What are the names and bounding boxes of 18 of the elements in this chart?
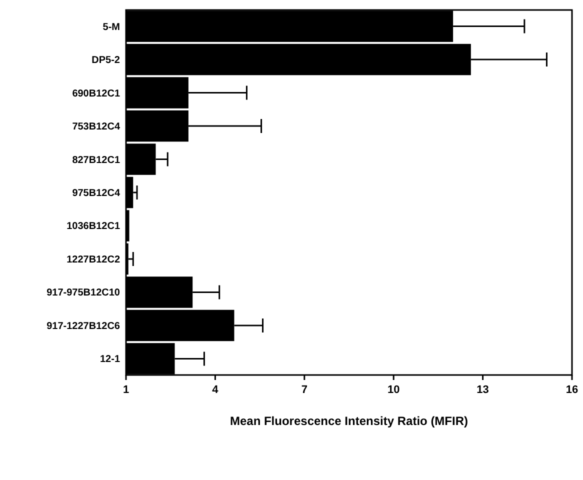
x-tick-label: 13 xyxy=(476,384,489,396)
x-axis-title: Mean Fluorescence Intensity Ratio (MFIR) xyxy=(230,414,468,428)
y-tick-label: 917-975B12C10 xyxy=(46,288,120,299)
y-tick-label: 12-1 xyxy=(100,354,120,366)
x-tick-label: 4 xyxy=(212,384,220,396)
y-tick-label: 975B12C4 xyxy=(72,188,120,199)
x-tick-label: 10 xyxy=(387,384,400,396)
y-tick-label: 753B12C4 xyxy=(72,122,120,133)
x-tick-label: 1 xyxy=(122,384,130,396)
y-tick-label: 1036B12C1 xyxy=(66,221,120,232)
y-tick-label: 917-1227B12C6 xyxy=(46,320,120,332)
y-tick-label: DP5-2 xyxy=(92,55,120,66)
y-tick-label: 827B12C1 xyxy=(72,154,120,166)
y-tick-label: 690B12C1 xyxy=(72,88,120,100)
y-tick-label: 1227B12C2 xyxy=(66,254,120,266)
x-tick-label: 16 xyxy=(566,384,578,396)
x-tick-label: 7 xyxy=(301,384,308,396)
y-tick-label: 5-M xyxy=(102,22,120,33)
